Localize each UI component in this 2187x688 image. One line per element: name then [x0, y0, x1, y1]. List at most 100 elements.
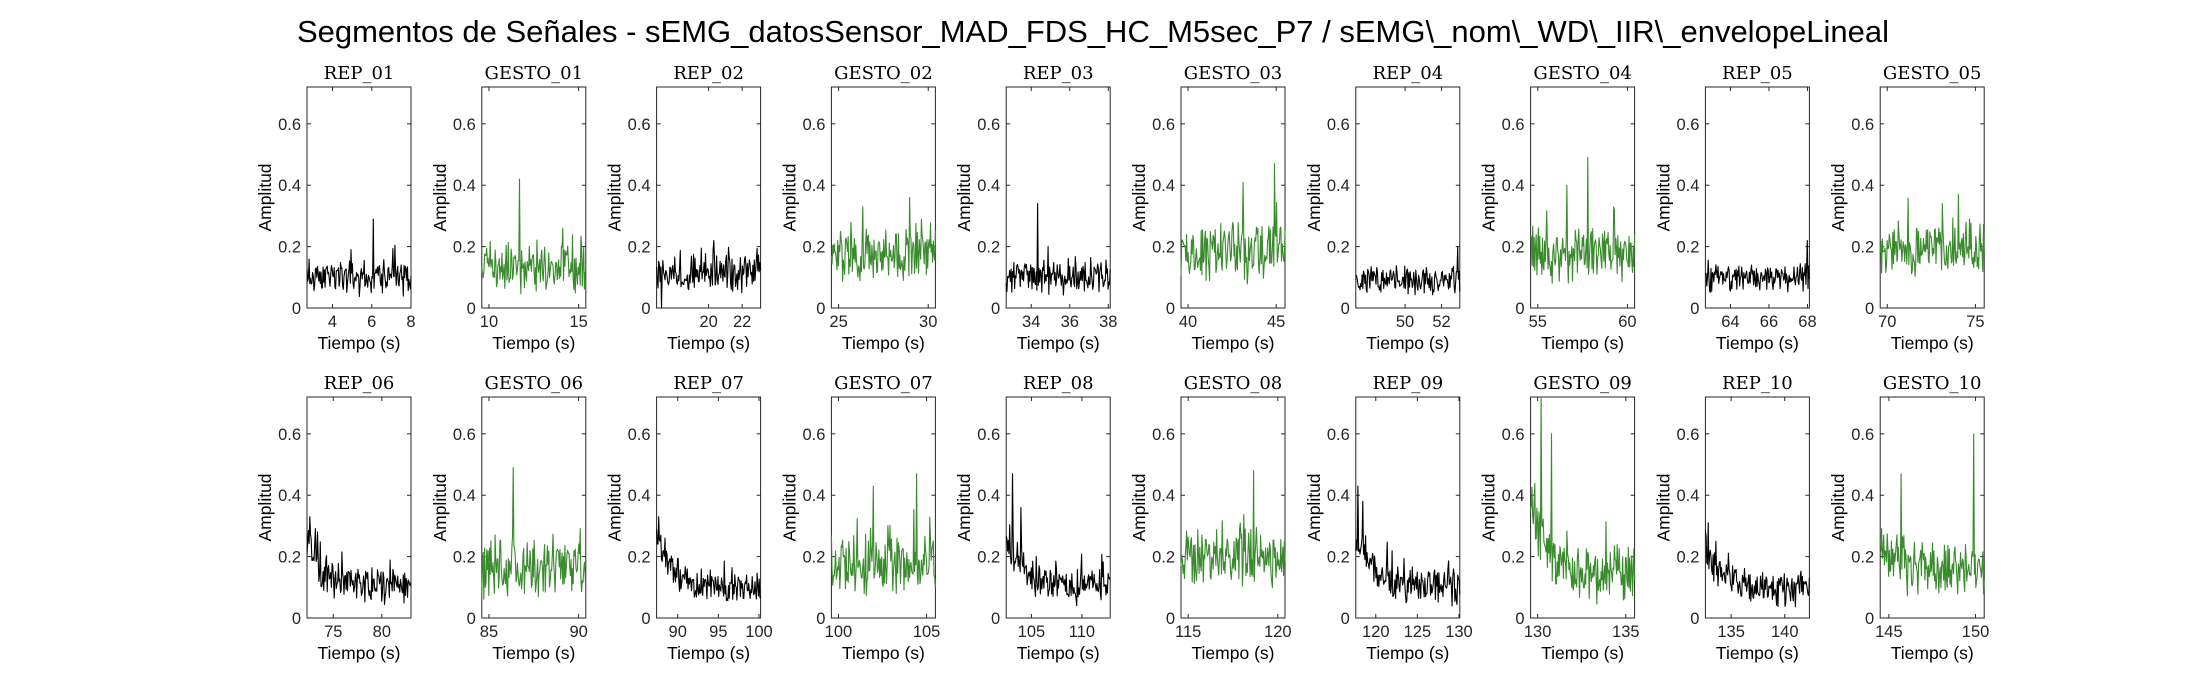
x-axis-label: Tiempo (s): [1192, 643, 1275, 663]
x-tick-label: 130: [1524, 623, 1552, 641]
gesture-signal-line: [481, 467, 587, 600]
y-tick-label: 0.4: [1152, 177, 1175, 195]
y-axis-label: Amplitud: [1129, 163, 1149, 231]
x-tick-label: 38: [1099, 313, 1117, 331]
x-tick-label: 52: [1432, 313, 1450, 331]
plot-area: [1530, 86, 1636, 309]
x-axis-label: Tiempo (s): [318, 333, 401, 353]
subplot-title: REP_06: [324, 373, 395, 394]
y-tick-label: 0: [1341, 300, 1350, 318]
rep-signal-line: [1704, 522, 1810, 608]
y-tick-label: 0.6: [278, 116, 301, 134]
subplot-title: GESTO_09: [1533, 373, 1632, 394]
y-tick-label: 0: [1865, 300, 1874, 318]
subplot-rep_01: REP_01 0 0.2 0.4 0.6 4 6 8 Tiempo (s) Amplitud: [255, 63, 416, 353]
y-tick-label: 0: [1515, 610, 1524, 628]
rep-signal-line: [306, 218, 412, 298]
y-tick-label: 0.4: [278, 487, 301, 505]
y-tick-label: 0: [991, 300, 1000, 318]
y-tick-label: 0.2: [1502, 549, 1525, 567]
subplot-gesto_10: GESTO_10 0 0.2 0.4 0.6 145 150 Tiempo (s) Amplit…: [1828, 373, 1989, 663]
x-tick-label: 4: [328, 313, 337, 331]
subplot-rep_05: REP_05 0 0.2 0.4 0.6 64 66 68 Tiempo (s) Amplitud: [1653, 63, 1816, 353]
x-axis-label: Tiempo (s): [318, 643, 401, 663]
y-axis-label: Amplitud: [1129, 473, 1149, 541]
y-tick-label: 0: [292, 300, 301, 318]
y-tick-label: 0.6: [628, 116, 651, 134]
y-tick-label: 0.6: [1676, 116, 1699, 134]
rep-signal-line: [1005, 473, 1111, 607]
x-axis-label: Tiempo (s): [667, 333, 750, 353]
x-axis-label: Tiempo (s): [1541, 333, 1624, 353]
x-tick-label: 130: [1445, 623, 1473, 641]
subplot-title: GESTO_03: [1184, 63, 1283, 84]
y-axis-label: Amplitud: [430, 473, 450, 541]
x-tick-label: 135: [1612, 623, 1640, 641]
plot-area: [1180, 396, 1286, 619]
y-tick-label: 0.2: [802, 239, 825, 257]
y-tick-label: 0.4: [1327, 487, 1350, 505]
x-tick-label: 140: [1771, 623, 1799, 641]
subplot-title: REP_08: [1023, 373, 1094, 394]
y-tick-label: 0: [292, 610, 301, 628]
y-tick-label: 0: [641, 610, 650, 628]
subplot-title: GESTO_06: [485, 373, 584, 394]
plot-area: [1704, 86, 1810, 309]
y-axis-label: Amplitud: [779, 163, 799, 231]
subplot-gesto_05: GESTO_05 0 0.2 0.4 0.6 70 75 Tiempo (s) Amplitud: [1828, 63, 1985, 353]
y-tick-label: 0: [641, 300, 650, 318]
x-tick-label: 50: [1396, 313, 1414, 331]
x-tick-label: 70: [1878, 313, 1896, 331]
y-tick-label: 0.4: [628, 177, 651, 195]
y-tick-label: 0.4: [1676, 177, 1699, 195]
y-axis-label: Amplitud: [255, 473, 275, 541]
x-tick-label: 22: [733, 313, 751, 331]
rep-signal-line: [656, 516, 762, 602]
x-axis-label: Tiempo (s): [1017, 643, 1100, 663]
y-tick-label: 0.4: [977, 487, 1000, 505]
y-tick-label: 0.2: [628, 239, 651, 257]
y-tick-label: 0: [467, 300, 476, 318]
y-axis-label: Amplitud: [1653, 473, 1673, 541]
x-axis-label: Tiempo (s): [1716, 333, 1799, 353]
y-tick-label: 0: [991, 610, 1000, 628]
x-tick-label: 90: [669, 623, 687, 641]
gesture-signal-line: [830, 473, 936, 597]
y-tick-label: 0.2: [802, 549, 825, 567]
x-tick-label: 45: [1267, 313, 1285, 331]
y-tick-label: 0.6: [802, 116, 825, 134]
x-tick-label: 110: [1069, 623, 1095, 641]
x-axis-label: Tiempo (s): [1716, 643, 1799, 663]
y-tick-label: 0.2: [977, 239, 1000, 257]
x-tick-label: 66: [1760, 313, 1778, 331]
plot-area: [1879, 396, 1985, 619]
y-tick-label: 0.2: [628, 549, 651, 567]
y-tick-label: 0.6: [1327, 426, 1350, 444]
rep-signal-line: [1355, 485, 1461, 607]
x-tick-label: 105: [913, 623, 941, 641]
subplot-title: REP_10: [1722, 373, 1793, 394]
y-tick-label: 0.2: [453, 549, 476, 567]
subplot-rep_04: REP_04 0 0.2 0.4 0.6 50 52 Tiempo (s) Amplitud: [1304, 63, 1461, 353]
y-tick-label: 0.4: [278, 177, 301, 195]
subplot-rep_08: REP_08 0 0.2 0.4 0.6 105 110 Tiempo (s) Amplitud: [954, 373, 1111, 663]
y-tick-label: 0.4: [802, 177, 825, 195]
y-tick-label: 0.4: [628, 487, 651, 505]
y-tick-label: 0.2: [1152, 239, 1175, 257]
y-tick-label: 0.6: [628, 426, 651, 444]
x-tick-label: 120: [1362, 623, 1390, 641]
y-tick-label: 0.6: [977, 426, 1000, 444]
plot-area: [1530, 396, 1636, 619]
x-axis-label: Tiempo (s): [842, 643, 925, 663]
rep-signal-line: [1005, 203, 1111, 296]
subplot-title: GESTO_02: [834, 63, 933, 84]
x-tick-label: 34: [1022, 313, 1040, 331]
x-axis-label: Tiempo (s): [1891, 333, 1974, 353]
subplot-rep_02: REP_02 0 0.2 0.4 0.6 20 22 Tiempo (s) Amplitud: [605, 63, 762, 353]
x-tick-label: 150: [1962, 623, 1990, 641]
plot-area: [830, 86, 936, 309]
y-tick-label: 0.6: [1851, 426, 1874, 444]
x-axis-label: Tiempo (s): [1192, 333, 1275, 353]
gesture-signal-line: [1530, 157, 1636, 284]
y-tick-label: 0.4: [1502, 487, 1525, 505]
